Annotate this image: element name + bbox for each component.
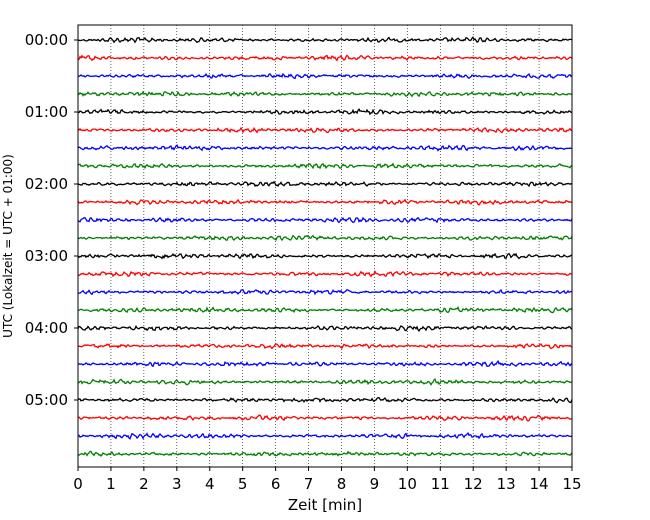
y-tick-label: 02:00 [25, 175, 68, 193]
trace-0115 [77, 126, 573, 134]
trace-0330 [77, 288, 573, 296]
trace-0530 [77, 432, 573, 440]
y-tick-label: 03:00 [25, 247, 68, 265]
trace-0400 [77, 324, 573, 333]
trace-0030 [77, 72, 573, 80]
trace-0200 [77, 180, 573, 188]
trace-0500 [77, 396, 573, 404]
trace-0515 [77, 414, 573, 422]
trace-0300 [77, 252, 573, 260]
trace-0245 [77, 234, 573, 242]
x-tick-label: 8 [337, 475, 347, 493]
trace-0345 [77, 305, 573, 314]
trace-0445 [77, 378, 573, 386]
x-tick-label: 5 [238, 475, 248, 493]
y-tick-label: 01:00 [25, 103, 68, 121]
x-tick-label: 0 [73, 475, 83, 493]
y-tick-label: 00:00 [25, 31, 68, 49]
x-tick-label: 7 [304, 475, 314, 493]
seismogram-traces [77, 36, 573, 457]
x-tick-label: 6 [271, 475, 281, 493]
trace-0145 [77, 162, 573, 170]
y-tick-label: 04:00 [25, 319, 68, 337]
trace-0315 [77, 269, 573, 278]
trace-0000 [77, 36, 573, 44]
trace-0415 [77, 342, 573, 350]
trace-0430 [77, 359, 573, 368]
plot-frame [77, 24, 573, 468]
trace-0215 [77, 198, 573, 206]
x-tick-label: 13 [497, 475, 516, 493]
x-tick-label: 14 [530, 475, 549, 493]
x-axis-ticks: 0 1 2 3 4 5 6 7 8 9 10 11 12 13 14 15 [73, 467, 582, 493]
x-tick-label: 4 [205, 475, 215, 493]
trace-0015 [77, 54, 573, 62]
trace-0045 [77, 90, 573, 98]
x-tick-label: 1 [106, 475, 116, 493]
trace-0100 [77, 107, 573, 116]
x-tick-label: 3 [172, 475, 182, 493]
trace-0230 [77, 216, 573, 224]
x-tick-label: 15 [562, 475, 581, 493]
y-axis-label: UTC (Lokalzeit = UTC + 01:00) [1, 154, 15, 338]
x-axis-label: Zeit [min] [288, 496, 362, 514]
x-tick-label: 9 [370, 475, 380, 493]
x-tick-label: 11 [431, 475, 450, 493]
trace-0545 [77, 450, 573, 457]
x-tick-label: 12 [464, 475, 483, 493]
y-tick-label: 05:00 [25, 391, 68, 409]
x-tick-label: 10 [398, 475, 417, 493]
trace-0130 [77, 144, 573, 152]
x-tick-label: 2 [139, 475, 149, 493]
y-axis-ticks: 00:00 01:00 02:00 03:00 04:00 05:00 [25, 31, 78, 409]
